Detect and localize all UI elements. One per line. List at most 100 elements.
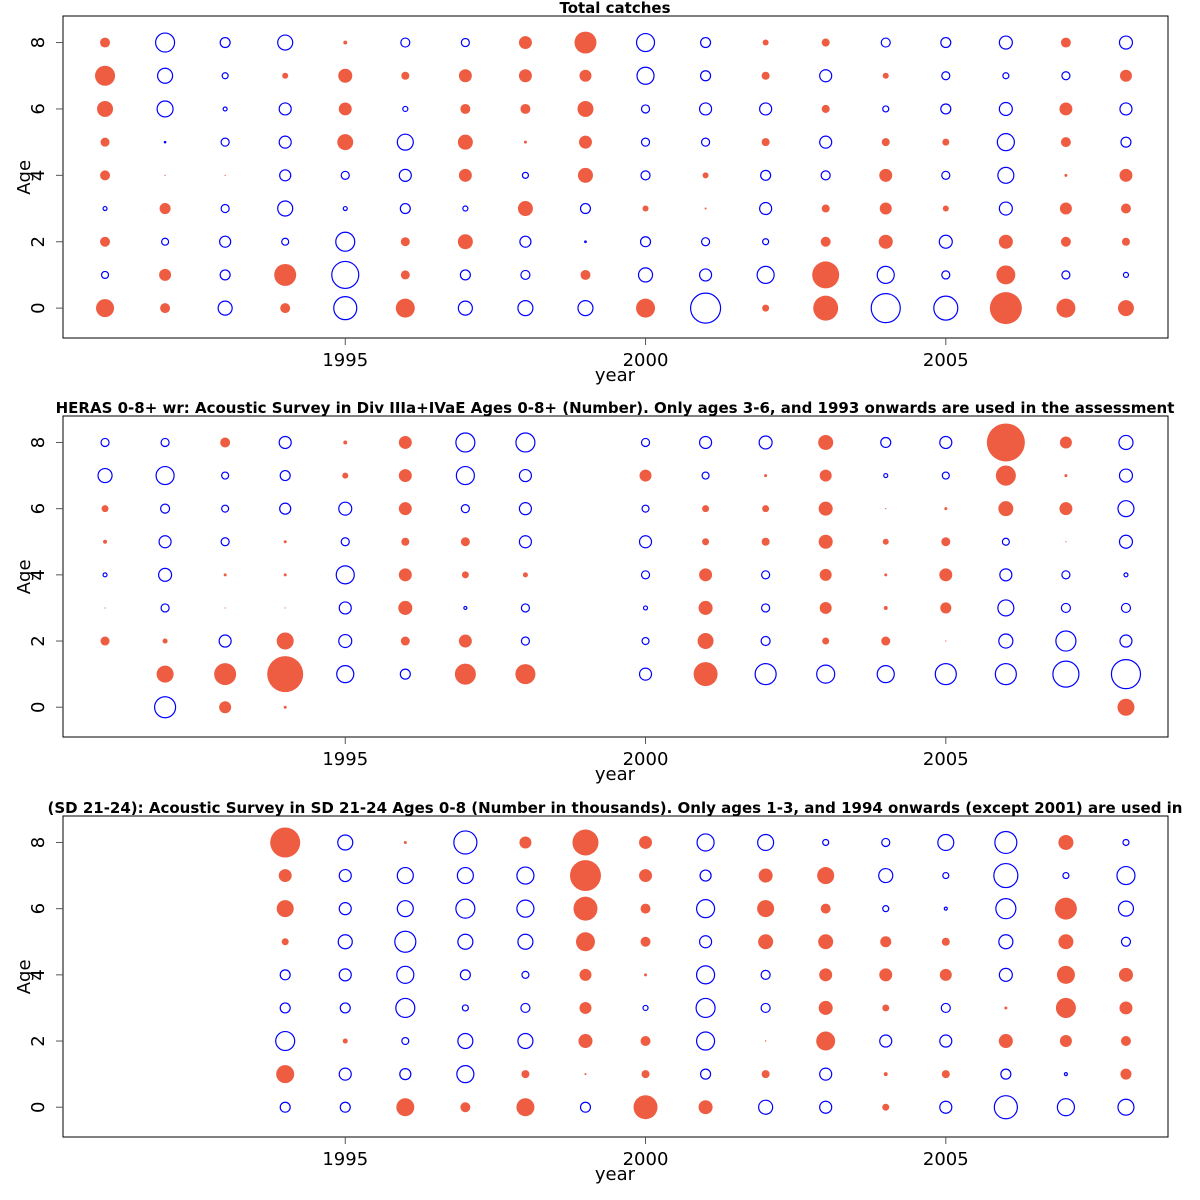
bubble-positive: [1064, 474, 1068, 478]
y-tick-label: 4: [28, 170, 49, 181]
bubble-negative: [340, 537, 350, 547]
bubble-positive: [702, 538, 710, 546]
bubble-positive: [813, 295, 839, 321]
bubble-negative: [756, 265, 775, 285]
bubble-negative: [878, 867, 894, 884]
bubble-positive: [885, 508, 887, 510]
bubble-negative: [754, 663, 777, 686]
bubble-negative: [517, 933, 534, 950]
bubble-positive: [819, 601, 832, 614]
bubble-negative: [1118, 35, 1134, 50]
bubble-negative: [584, 240, 587, 244]
bubble-negative: [941, 270, 951, 280]
bubble-negative: [338, 633, 353, 649]
bubble-negative: [700, 137, 711, 147]
bubble-positive: [457, 234, 473, 250]
bubble-positive: [516, 1098, 535, 1117]
bubble-positive: [577, 100, 594, 117]
bubble-positive: [704, 207, 707, 210]
bubble-positive: [1119, 168, 1133, 182]
bubble-positive: [944, 507, 948, 511]
bubble-positive: [267, 656, 304, 693]
y-tick-label: 2: [28, 1035, 49, 1046]
bubble-negative: [998, 934, 1014, 950]
bubble-positive: [224, 174, 226, 176]
bubble-positive: [403, 840, 407, 844]
bubble-negative: [455, 432, 476, 453]
bubble-positive: [883, 605, 888, 610]
bubble-negative: [698, 102, 713, 116]
bubble-negative: [1055, 630, 1077, 652]
y-tick-label: 0: [28, 1101, 49, 1112]
bubble-positive: [96, 299, 115, 318]
bubble-positive: [945, 640, 947, 642]
bubble-negative: [819, 135, 833, 149]
bubble-negative: [399, 202, 411, 215]
bubble-positive: [762, 39, 769, 46]
bubble-negative: [636, 66, 655, 85]
bubble-negative: [102, 572, 108, 578]
bubble-negative: [1119, 634, 1133, 648]
bubble-negative: [1122, 271, 1130, 279]
bubble-positive: [342, 472, 349, 479]
bubble-positive: [100, 636, 110, 646]
bubble-positive: [699, 568, 713, 582]
bubble-negative: [638, 535, 653, 549]
bubble-negative: [635, 32, 656, 53]
bubble-negative: [640, 170, 651, 181]
bubble-positive: [223, 573, 227, 577]
bubble-negative: [695, 997, 716, 1019]
bubble-negative: [933, 295, 959, 321]
bubble-positive: [812, 261, 840, 289]
bubble-negative: [396, 965, 415, 984]
bubble-negative: [1002, 72, 1010, 80]
bubble-positive: [284, 607, 286, 609]
bubble-positive: [816, 1031, 836, 1051]
bubble-positive: [338, 68, 353, 83]
bubble-negative: [942, 871, 950, 880]
bubble-negative: [637, 267, 654, 283]
y-tick-label: 6: [28, 503, 49, 514]
bubble-positive: [642, 205, 649, 212]
bubble-negative: [880, 37, 891, 48]
bubble-negative: [758, 1099, 774, 1115]
bubble-negative: [937, 833, 955, 852]
bubble-positive: [644, 973, 648, 977]
bubble-positive: [702, 172, 709, 179]
bubble-negative: [882, 905, 890, 913]
bubble-positive: [639, 869, 653, 883]
bubble-positive: [879, 202, 892, 215]
bubble-negative: [881, 837, 891, 848]
bubble-negative: [521, 171, 530, 179]
bubble-negative: [281, 237, 290, 246]
bubble-negative: [338, 501, 353, 516]
bubble-positive: [276, 1065, 295, 1084]
bubble-negative: [941, 170, 951, 180]
bubble-positive: [818, 434, 834, 450]
bubble-positive: [761, 71, 770, 80]
bubble-negative: [698, 935, 713, 949]
bubble-negative: [100, 437, 110, 448]
bubble-positive: [996, 265, 1016, 285]
bubble-positive: [461, 571, 469, 579]
bubble-positive: [1120, 1036, 1131, 1047]
bubble-negative: [939, 435, 953, 450]
y-tick-label: 0: [28, 701, 49, 712]
bubble-positive: [522, 572, 528, 578]
bubble-positive: [989, 292, 1022, 325]
bubble-positive: [941, 937, 950, 946]
bubble-negative: [998, 633, 1014, 649]
bubble-positive: [822, 637, 830, 645]
x-tick-label: 2000: [623, 749, 669, 770]
bubble-positive: [160, 303, 171, 314]
bubble-negative: [279, 969, 291, 981]
bubble-negative: [994, 830, 1018, 855]
bubble-positive: [574, 31, 597, 54]
bubble-negative: [876, 265, 895, 285]
bubble-negative: [338, 968, 352, 982]
bubble-positive: [880, 936, 892, 948]
bubble-positive: [820, 236, 831, 247]
bubble-negative: [456, 1065, 475, 1084]
bubble-negative: [640, 570, 651, 580]
bubble-negative: [279, 469, 291, 482]
